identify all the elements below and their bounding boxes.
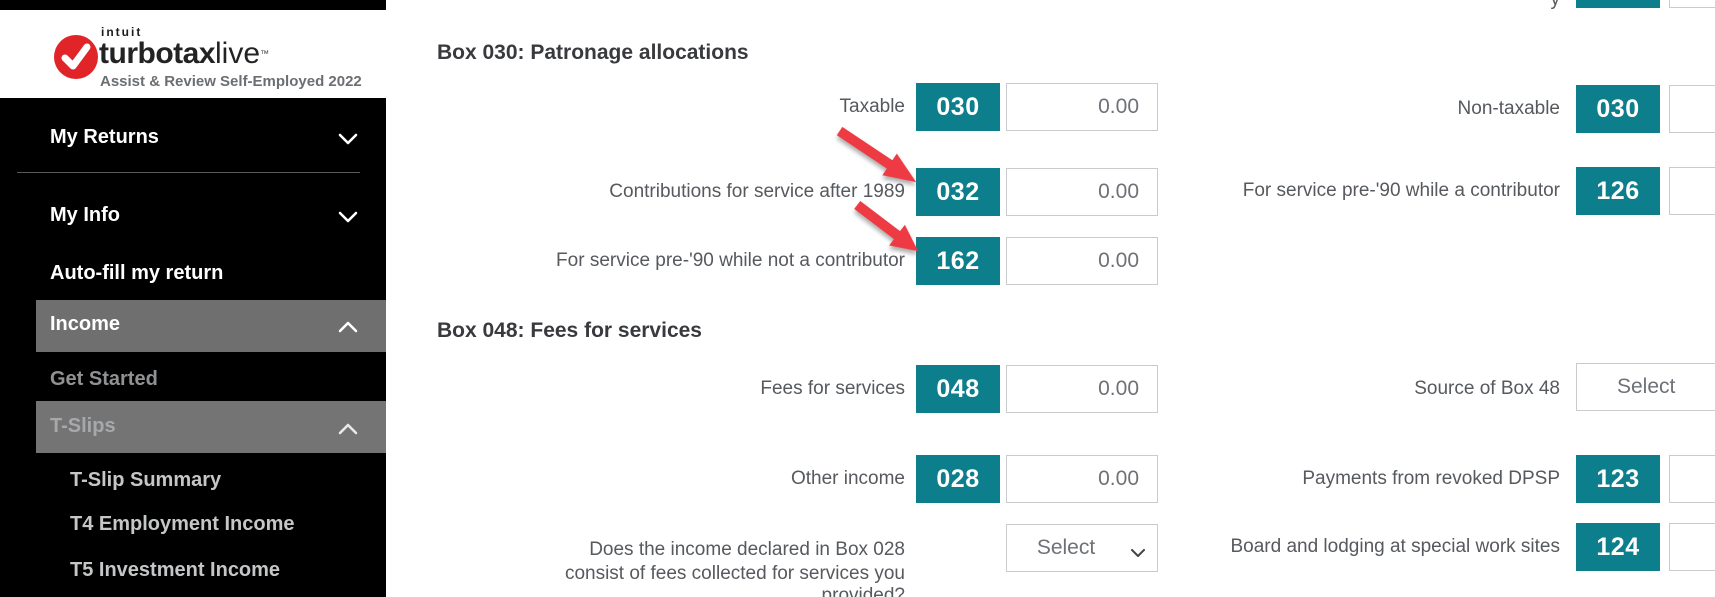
sidebar-item-label: My Info <box>50 204 120 226</box>
box-number-chip-028: 028 <box>916 455 1000 503</box>
clipped-amount-input[interactable] <box>1669 0 1715 8</box>
sidebar-item-get-started[interactable]: Get Started <box>0 366 386 396</box>
chevron-up-icon <box>336 421 360 442</box>
box-number-chip-clipped <box>1576 0 1660 8</box>
sidebar-item-label: My Returns <box>50 126 159 148</box>
sidebar-item-t4-employment-income[interactable]: T4 Employment Income <box>0 511 386 541</box>
section-heading-box-030: Box 030: Patronage allocations <box>437 41 749 64</box>
sidebar-item-t-slips[interactable]: T-Slips <box>36 401 386 453</box>
sidebar-item-label: T-Slips <box>50 415 116 437</box>
sidebar-item-t-slip-summary[interactable]: T-Slip Summary <box>0 467 386 497</box>
non-taxable-amount-input[interactable] <box>1669 85 1715 133</box>
sidebar-item-label: T-Slip Summary <box>70 469 222 491</box>
source-of-box48-select[interactable]: Select <box>1576 363 1715 411</box>
red-arrow-annotation-box-162 <box>854 200 919 252</box>
sidebar-item-label: Auto-fill my return <box>50 262 224 284</box>
field-label-contributions-after-1989: Contributions for service after 1989 <box>609 181 905 202</box>
pre90-contributor-input[interactable] <box>1669 167 1715 215</box>
sidebar-item-my-returns[interactable]: My Returns <box>0 124 386 154</box>
field-label-pre90-not-contributor: For service pre-'90 while not a contribu… <box>556 250 905 271</box>
other-income-input[interactable] <box>1006 455 1158 503</box>
sidebar: My Returns My Info Auto-fill my return I… <box>0 98 386 597</box>
chevron-down-icon <box>336 131 360 152</box>
box-number-chip-030-non-taxable: 030 <box>1576 85 1660 133</box>
turbotax-logo-checkmark-icon <box>54 35 98 79</box>
box-number-chip-030-taxable: 030 <box>916 83 1000 131</box>
sidebar-item-income[interactable]: Income <box>36 300 386 352</box>
chevron-down-icon <box>336 209 360 230</box>
box-number-chip-123: 123 <box>1576 455 1660 503</box>
field-label-box028-question-line1: Does the income declared in Box 028 <box>589 539 905 560</box>
turbotax-wordmark: turbotaxlive™ <box>99 37 269 71</box>
select-placeholder: Select <box>1617 375 1676 398</box>
box-number-chip-162: 162 <box>916 237 1000 285</box>
sidebar-item-t5-investment-income[interactable]: T5 Investment Income <box>0 557 386 587</box>
field-label-non-taxable: Non-taxable <box>1457 98 1560 119</box>
contributions-after-1989-input[interactable] <box>1006 168 1158 216</box>
red-arrow-annotation-box-032 <box>836 126 917 183</box>
turbotax-text: turbotax <box>99 37 216 70</box>
sidebar-item-label: T5 Investment Income <box>70 559 281 581</box>
sidebar-item-label: T4 Employment Income <box>70 513 295 535</box>
field-label-source-of-box48: Source of Box 48 <box>1414 378 1560 399</box>
sidebar-item-my-info[interactable]: My Info <box>0 202 386 232</box>
field-label-box028-question-line3: provided? <box>821 585 905 597</box>
intuit-wordmark: intuit <box>101 25 143 39</box>
pre90-not-contributor-input[interactable] <box>1006 237 1158 285</box>
box-number-chip-126: 126 <box>1576 167 1660 215</box>
product-edition-label: Assist & Review Self-Employed 2022 <box>100 73 362 90</box>
field-label-pre90-contributor: For service pre-'90 while a contributor <box>1242 180 1560 201</box>
sidebar-divider <box>17 172 360 173</box>
sidebar-item-autofill[interactable]: Auto-fill my return <box>0 260 386 290</box>
field-label-box028-question-line2: consist of fees collected for services y… <box>564 563 905 584</box>
taxable-amount-input[interactable] <box>1006 83 1158 131</box>
box-number-chip-048: 048 <box>916 365 1000 413</box>
sidebar-item-label: Income <box>50 313 121 335</box>
section-heading-box-048: Box 048: Fees for services <box>437 319 702 342</box>
live-text: live <box>215 37 261 70</box>
field-label-other-income: Other income <box>790 468 905 489</box>
payments-revoked-dpsp-input[interactable] <box>1669 455 1715 503</box>
field-label-board-and-lodging: Board and lodging at special work sites <box>1230 536 1560 557</box>
field-label-payments-revoked-dpsp: Payments from revoked DPSP <box>1302 468 1560 489</box>
top-black-strip <box>0 0 386 10</box>
clipped-label-fragment: y <box>1140 0 1561 12</box>
field-label-fees-for-services: Fees for services <box>760 378 905 399</box>
chevron-up-icon <box>336 319 360 340</box>
fees-for-services-input[interactable] <box>1006 365 1158 413</box>
box028-question-select[interactable]: Select <box>1006 524 1158 572</box>
box-number-chip-124: 124 <box>1576 523 1660 571</box>
board-and-lodging-input[interactable] <box>1669 523 1715 571</box>
select-placeholder: Select <box>1036 536 1096 559</box>
chevron-down-icon <box>1131 545 1145 563</box>
sidebar-item-label: Get Started <box>50 368 158 390</box>
field-label-taxable: Taxable <box>839 96 906 117</box>
logo-band: intuit turbotaxlive™ Assist & Review Sel… <box>0 10 386 98</box>
box-number-chip-032: 032 <box>916 168 1000 216</box>
trademark-symbol: ™ <box>260 48 270 59</box>
